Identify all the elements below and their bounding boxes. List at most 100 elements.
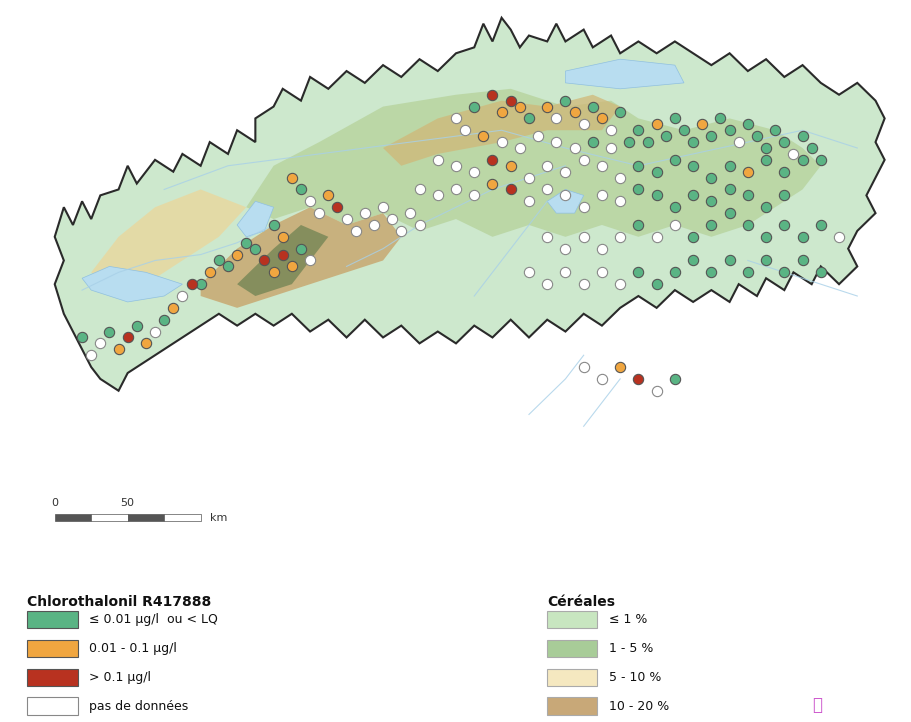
Polygon shape xyxy=(200,207,401,308)
Point xyxy=(539,101,554,113)
Point xyxy=(612,361,627,373)
Point xyxy=(148,326,162,337)
Point xyxy=(630,219,645,231)
Point xyxy=(558,266,572,278)
Point xyxy=(685,160,700,172)
Point xyxy=(776,190,791,201)
Point xyxy=(430,190,445,201)
Point xyxy=(284,172,299,183)
Point xyxy=(366,219,381,231)
Point xyxy=(758,255,773,266)
Point xyxy=(466,166,481,178)
Point xyxy=(649,166,663,178)
Point xyxy=(448,183,463,195)
Point xyxy=(594,266,609,278)
Text: ≤ 1 %: ≤ 1 % xyxy=(609,613,647,626)
Polygon shape xyxy=(547,189,583,213)
Point xyxy=(831,231,845,243)
Point xyxy=(275,249,290,261)
Text: 1 - 5 %: 1 - 5 % xyxy=(609,642,653,655)
Point xyxy=(722,183,736,195)
Point xyxy=(576,118,590,130)
Point xyxy=(612,279,627,290)
Point xyxy=(384,213,399,225)
Point xyxy=(485,178,499,189)
Point xyxy=(621,136,636,148)
Point xyxy=(521,113,536,124)
Point xyxy=(585,136,599,148)
Point xyxy=(703,196,718,207)
Point xyxy=(521,266,536,278)
Point xyxy=(676,124,691,136)
Text: ≤ 0.01 µg/l  ou < LQ: ≤ 0.01 µg/l ou < LQ xyxy=(89,613,218,626)
FancyBboxPatch shape xyxy=(547,640,597,657)
Bar xyxy=(164,514,200,521)
Point xyxy=(667,113,681,124)
Point xyxy=(667,219,681,231)
Point xyxy=(594,243,609,254)
Text: pas de données: pas de données xyxy=(89,700,189,713)
Text: 5 - 10 %: 5 - 10 % xyxy=(609,671,660,684)
Point xyxy=(612,107,627,118)
Point xyxy=(466,101,481,113)
Point xyxy=(685,231,700,243)
Point xyxy=(84,349,98,361)
Point xyxy=(512,101,527,113)
FancyBboxPatch shape xyxy=(547,611,597,628)
Point xyxy=(539,160,554,172)
Point xyxy=(722,207,736,219)
Bar xyxy=(128,514,164,521)
Point xyxy=(813,219,827,231)
Point xyxy=(594,190,609,201)
FancyBboxPatch shape xyxy=(27,697,77,715)
Point xyxy=(749,131,763,142)
Text: 🔍: 🔍 xyxy=(811,696,821,713)
Point xyxy=(612,196,627,207)
Point xyxy=(685,136,700,148)
Point xyxy=(211,255,226,266)
Point xyxy=(248,243,262,254)
Point xyxy=(476,131,490,142)
Point xyxy=(794,255,809,266)
Point xyxy=(129,320,144,331)
Point xyxy=(539,279,554,290)
Point xyxy=(703,266,718,278)
Point xyxy=(649,118,663,130)
Point xyxy=(548,113,563,124)
FancyBboxPatch shape xyxy=(27,669,77,686)
Point xyxy=(457,124,472,136)
Polygon shape xyxy=(237,225,328,296)
Bar xyxy=(55,514,91,521)
Point xyxy=(93,338,107,349)
FancyBboxPatch shape xyxy=(547,697,597,715)
Point xyxy=(394,225,408,237)
Point xyxy=(630,266,645,278)
Point xyxy=(375,201,390,213)
Point xyxy=(703,219,718,231)
Text: 10 - 20 %: 10 - 20 % xyxy=(609,700,669,713)
Point xyxy=(758,142,773,154)
Point xyxy=(612,172,627,183)
Point xyxy=(503,183,517,195)
Point xyxy=(503,160,517,172)
Polygon shape xyxy=(55,18,884,391)
Point xyxy=(266,219,281,231)
Point xyxy=(703,131,718,142)
Point xyxy=(485,154,499,165)
Point xyxy=(740,166,754,178)
Point xyxy=(758,231,773,243)
Point xyxy=(494,136,508,148)
Point xyxy=(776,136,791,148)
Point xyxy=(576,154,590,165)
Point xyxy=(804,142,818,154)
Point xyxy=(558,166,572,178)
Point xyxy=(740,190,754,201)
Point xyxy=(102,326,117,337)
Point xyxy=(567,142,581,154)
Point xyxy=(548,136,563,148)
Point xyxy=(731,136,745,148)
Point xyxy=(312,207,326,219)
Point xyxy=(576,231,590,243)
FancyBboxPatch shape xyxy=(27,640,77,657)
Polygon shape xyxy=(91,189,246,296)
